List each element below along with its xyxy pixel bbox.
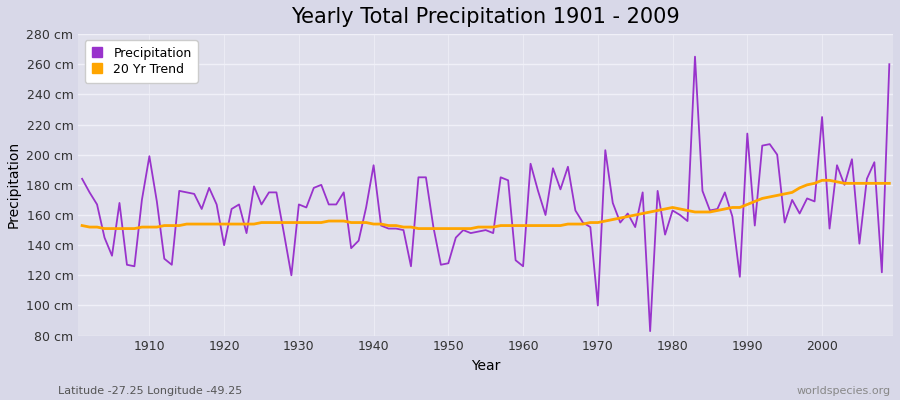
X-axis label: Year: Year	[471, 359, 500, 373]
Title: Yearly Total Precipitation 1901 - 2009: Yearly Total Precipitation 1901 - 2009	[292, 7, 680, 27]
Text: worldspecies.org: worldspecies.org	[796, 386, 891, 396]
Y-axis label: Precipitation: Precipitation	[7, 141, 21, 228]
Legend: Precipitation, 20 Yr Trend: Precipitation, 20 Yr Trend	[85, 40, 198, 82]
Text: Latitude -27.25 Longitude -49.25: Latitude -27.25 Longitude -49.25	[58, 386, 243, 396]
